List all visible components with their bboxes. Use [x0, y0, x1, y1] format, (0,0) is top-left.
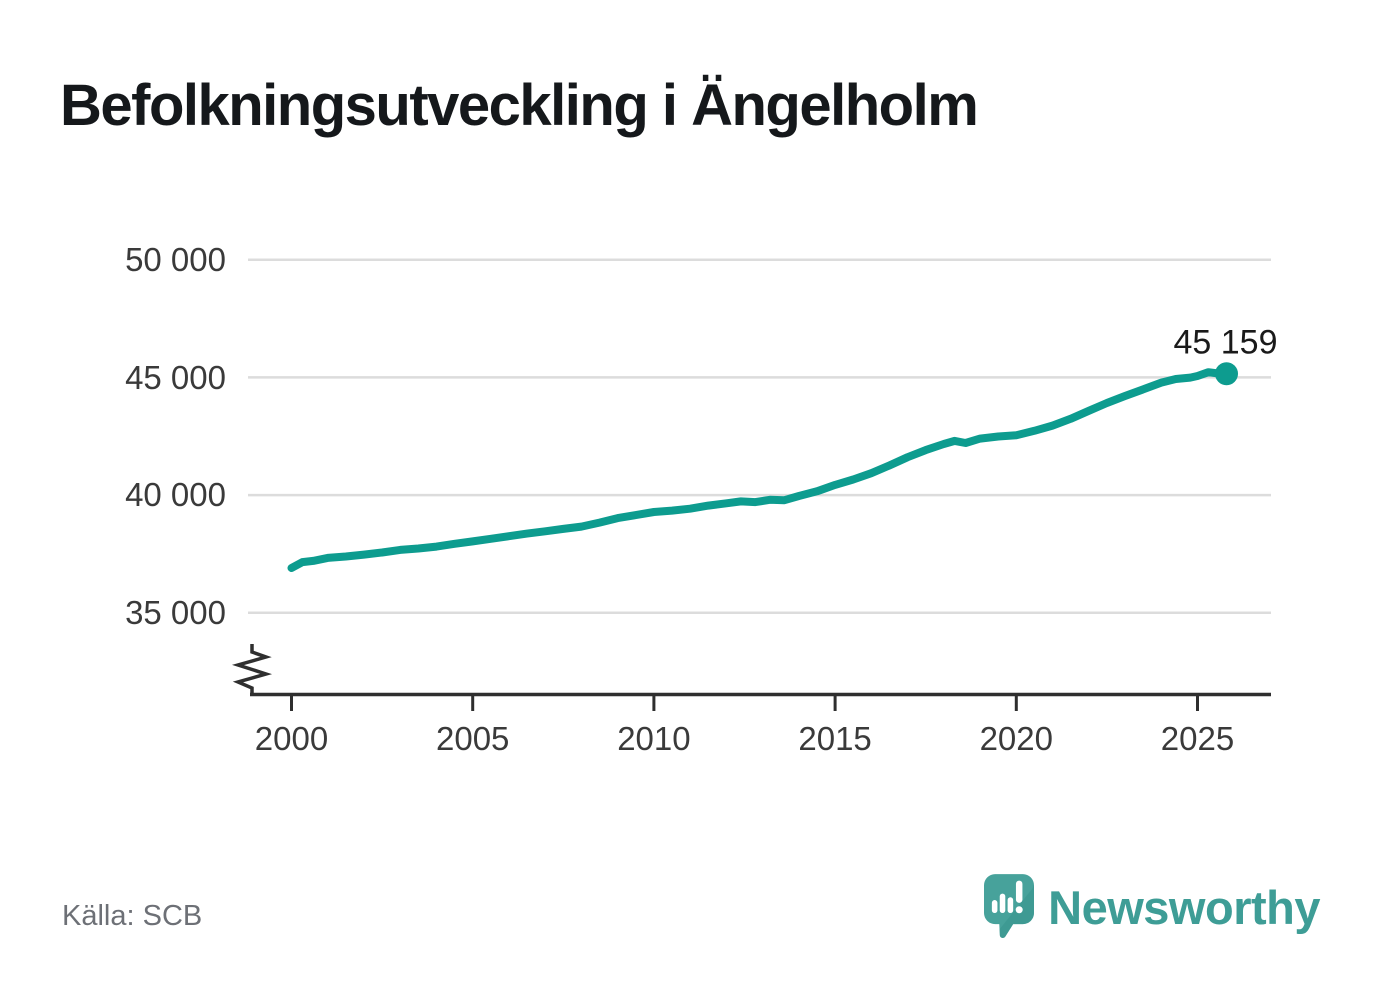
x-tick-label-2010: 2010 — [617, 720, 690, 757]
y-tick-label-50000: 50 000 — [125, 241, 226, 278]
latest-value-label: 45 159 — [1174, 324, 1278, 362]
newsworthy-logo-icon — [984, 874, 1035, 939]
logo-exclamation-bar — [1016, 880, 1023, 903]
axis-break-zigzag — [231, 644, 273, 693]
y-tick-label-45000: 45 000 — [125, 359, 226, 396]
latest-value-marker — [1215, 362, 1238, 386]
y-axis-labels: 50 000 45 000 40 000 35 000 — [125, 241, 226, 631]
y-tick-label-35000: 35 000 — [125, 594, 226, 631]
x-axis-labels: 2000 2005 2010 2015 2020 2025 — [255, 720, 1234, 757]
x-tick-label-2000: 2000 — [255, 720, 328, 757]
logo-bar-chart-glyph — [992, 880, 1023, 914]
x-tick-label-2025: 2025 — [1161, 720, 1234, 757]
gridlines — [248, 258, 1271, 614]
newsworthy-logo-text: Newsworthy — [1048, 880, 1320, 934]
x-axis-ticks — [290, 696, 1199, 711]
logo-exclamation-dot — [1015, 906, 1023, 914]
x-tick-label-2015: 2015 — [798, 720, 871, 757]
newsworthy-logo: Newsworthy — [984, 874, 1320, 940]
x-axis — [231, 644, 1271, 711]
x-tick-label-2020: 2020 — [980, 720, 1053, 757]
chart-title: Befolkningsutveckling i Ängelholm — [60, 73, 979, 138]
x-tick-label-2005: 2005 — [436, 720, 509, 757]
population-series-line — [287, 368, 1231, 572]
y-tick-label-40000: 40 000 — [125, 476, 226, 513]
source-note: Källa: SCB — [62, 900, 203, 932]
